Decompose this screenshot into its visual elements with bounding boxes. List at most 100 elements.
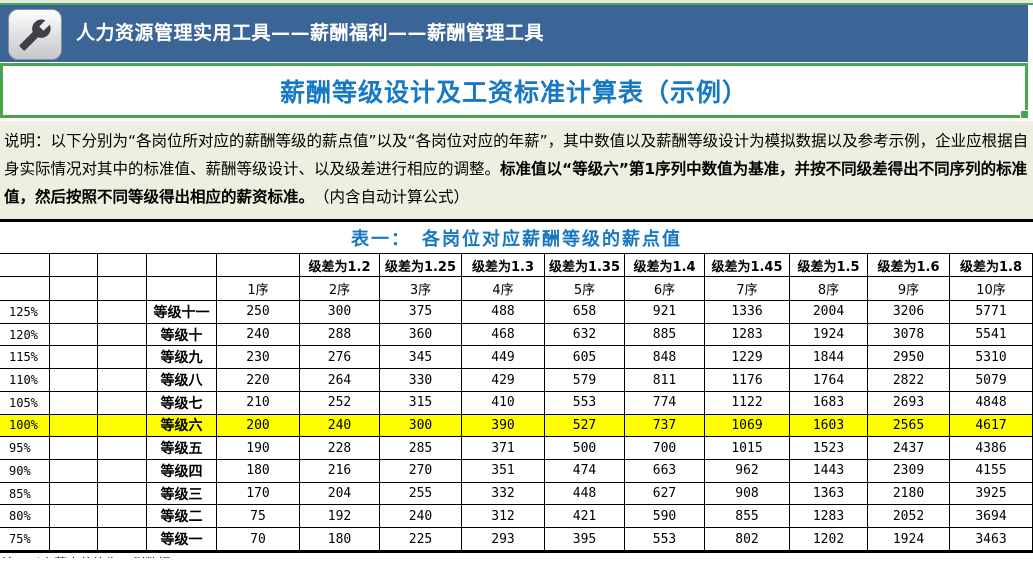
percent-cell[interactable]: 125% <box>0 301 50 324</box>
grade-cell[interactable]: 等级十 <box>147 323 217 347</box>
diff-header-cell[interactable]: 级差为1.8 <box>950 254 1033 277</box>
value-cell[interactable]: 921 <box>625 301 705 324</box>
value-cell[interactable]: 190 <box>217 437 300 461</box>
grade-cell[interactable]: 等级三 <box>147 482 217 506</box>
value-cell[interactable]: 230 <box>217 346 300 370</box>
grade-cell[interactable]: 等级二 <box>147 505 217 529</box>
value-cell[interactable]: 300 <box>300 301 380 324</box>
value-cell[interactable]: 5541 <box>950 323 1033 347</box>
value-cell[interactable]: 1924 <box>868 528 950 551</box>
percent-cell[interactable]: 120% <box>0 323 50 347</box>
value-cell[interactable]: 1443 <box>790 460 868 483</box>
value-cell[interactable]: 240 <box>380 505 462 529</box>
doc-title-cell[interactable]: 薪酬等级设计及工资标准计算表（示例） <box>0 63 1029 119</box>
empty-header-cell[interactable] <box>0 254 50 277</box>
value-cell[interactable]: 200 <box>217 414 300 438</box>
selection-handle[interactable] <box>1020 110 1029 119</box>
value-cell[interactable]: 5079 <box>950 369 1033 392</box>
diff-header-cell[interactable]: 级差为1.45 <box>705 254 790 277</box>
percent-cell[interactable]: 75% <box>0 528 50 551</box>
value-cell[interactable]: 1069 <box>705 414 790 438</box>
series-header-cell[interactable]: 9序 <box>868 277 950 301</box>
value-cell[interactable]: 390 <box>462 414 545 438</box>
grade-cell[interactable]: 等级一 <box>147 528 217 551</box>
value-cell[interactable]: 1283 <box>705 323 790 347</box>
empty-cell[interactable] <box>98 437 147 461</box>
series-header-cell[interactable]: 5序 <box>545 277 625 301</box>
empty-cell[interactable] <box>98 460 147 483</box>
value-cell[interactable]: 330 <box>380 369 462 392</box>
value-cell[interactable]: 180 <box>300 528 380 551</box>
value-cell[interactable]: 288 <box>300 323 380 347</box>
value-cell[interactable]: 1363 <box>790 482 868 506</box>
value-cell[interactable]: 627 <box>625 482 705 506</box>
empty-cell[interactable] <box>98 505 147 529</box>
value-cell[interactable]: 908 <box>705 482 790 506</box>
empty-cell[interactable] <box>98 346 147 370</box>
value-cell[interactable]: 663 <box>625 460 705 483</box>
value-cell[interactable]: 360 <box>380 323 462 347</box>
value-cell[interactable]: 811 <box>625 369 705 392</box>
diff-header-cell[interactable]: 级差为1.5 <box>790 254 868 277</box>
percent-cell[interactable]: 85% <box>0 482 50 506</box>
value-cell[interactable]: 395 <box>545 528 625 551</box>
empty-header-cell[interactable] <box>147 254 217 277</box>
value-cell[interactable]: 1015 <box>705 437 790 461</box>
value-cell[interactable]: 737 <box>625 414 705 438</box>
value-cell[interactable]: 488 <box>462 301 545 324</box>
empty-header-cell[interactable] <box>0 277 50 301</box>
empty-header-cell[interactable] <box>147 277 217 301</box>
value-cell[interactable]: 255 <box>380 482 462 506</box>
value-cell[interactable]: 774 <box>625 391 705 415</box>
value-cell[interactable]: 1283 <box>790 505 868 529</box>
value-cell[interactable]: 180 <box>217 460 300 483</box>
value-cell[interactable]: 4386 <box>950 437 1033 461</box>
value-cell[interactable]: 2004 <box>790 301 868 324</box>
value-cell[interactable]: 410 <box>462 391 545 415</box>
value-cell[interactable]: 332 <box>462 482 545 506</box>
empty-cell[interactable] <box>98 482 147 506</box>
value-cell[interactable]: 240 <box>300 414 380 438</box>
empty-header-cell[interactable] <box>50 254 98 277</box>
empty-header-cell[interactable] <box>50 277 98 301</box>
percent-cell[interactable]: 95% <box>0 437 50 461</box>
value-cell[interactable]: 3206 <box>868 301 950 324</box>
value-cell[interactable]: 605 <box>545 346 625 370</box>
value-cell[interactable]: 1176 <box>705 369 790 392</box>
value-cell[interactable]: 1336 <box>705 301 790 324</box>
value-cell[interactable]: 1764 <box>790 369 868 392</box>
value-cell[interactable]: 885 <box>625 323 705 347</box>
empty-cell[interactable] <box>50 437 98 461</box>
value-cell[interactable]: 3463 <box>950 528 1033 551</box>
percent-cell[interactable]: 80% <box>0 505 50 529</box>
value-cell[interactable]: 300 <box>380 414 462 438</box>
empty-cell[interactable] <box>98 301 147 324</box>
value-cell[interactable]: 449 <box>462 346 545 370</box>
value-cell[interactable]: 228 <box>300 437 380 461</box>
series-header-cell[interactable]: 6序 <box>625 277 705 301</box>
value-cell[interactable]: 75 <box>217 505 300 529</box>
empty-cell[interactable] <box>98 528 147 551</box>
value-cell[interactable]: 632 <box>545 323 625 347</box>
percent-cell[interactable]: 90% <box>0 460 50 483</box>
value-cell[interactable]: 293 <box>462 528 545 551</box>
value-cell[interactable]: 553 <box>625 528 705 551</box>
series-header-cell[interactable]: 7序 <box>705 277 790 301</box>
grade-cell[interactable]: 等级五 <box>147 437 217 461</box>
value-cell[interactable]: 2437 <box>868 437 950 461</box>
series-header-cell[interactable]: 4序 <box>462 277 545 301</box>
diff-header-cell[interactable]: 级差为1.25 <box>380 254 462 277</box>
value-cell[interactable]: 285 <box>380 437 462 461</box>
value-cell[interactable]: 474 <box>545 460 625 483</box>
value-cell[interactable]: 2693 <box>868 391 950 415</box>
empty-cell[interactable] <box>50 505 98 529</box>
empty-cell[interactable] <box>50 528 98 551</box>
value-cell[interactable]: 210 <box>217 391 300 415</box>
value-cell[interactable]: 1683 <box>790 391 868 415</box>
grade-cell[interactable]: 等级六 <box>147 414 217 438</box>
value-cell[interactable]: 2180 <box>868 482 950 506</box>
value-cell[interactable]: 4617 <box>950 414 1033 438</box>
series-header-cell[interactable]: 1序 <box>217 277 300 301</box>
value-cell[interactable]: 270 <box>380 460 462 483</box>
diff-header-cell[interactable]: 级差为1.2 <box>300 254 380 277</box>
